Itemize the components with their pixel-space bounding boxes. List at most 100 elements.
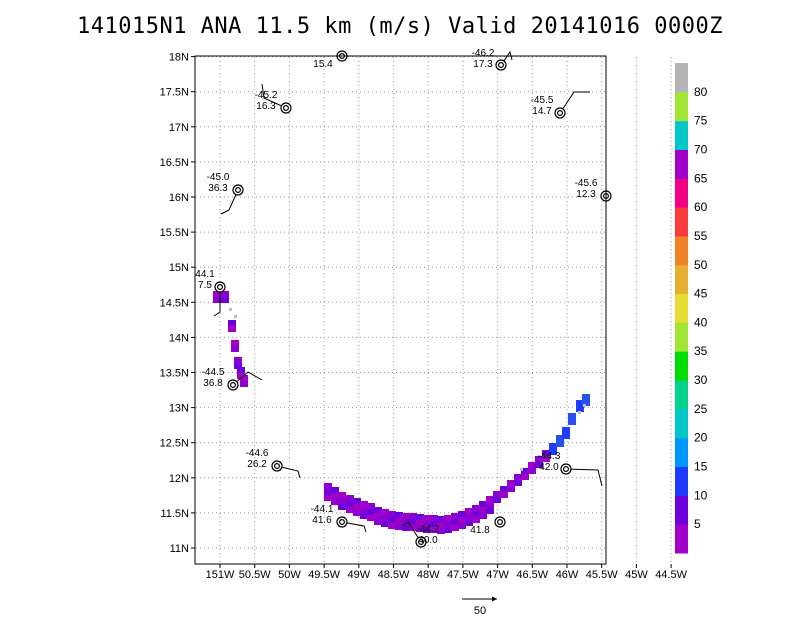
- swath-cell: [472, 505, 480, 511]
- swath-cell: [395, 512, 403, 518]
- station-marker-inner: [339, 518, 346, 525]
- station-marker-inner: [274, 463, 281, 470]
- colorbar-swatch: [675, 63, 688, 93]
- colorbar-label: 15: [694, 460, 708, 474]
- swath-cell: [576, 400, 584, 406]
- wind-barbs: [213, 50, 603, 543]
- colorbar-swatch: [675, 495, 688, 525]
- swath-cell: [409, 525, 417, 531]
- swath-cell: [228, 320, 236, 326]
- station-marker-inner: [498, 61, 505, 68]
- colorbar-swatch: [675, 91, 688, 122]
- swath-cell: [360, 501, 368, 507]
- swath-cell: [395, 518, 403, 524]
- station-label-top: -45.5: [531, 95, 554, 106]
- station-label-bottom: 26.2: [247, 459, 267, 470]
- station-label-bottom: 14.7: [532, 106, 552, 117]
- station-label-top: 44.1: [195, 269, 215, 280]
- wind-barb: [213, 287, 221, 317]
- station-marker-inner: [230, 382, 237, 389]
- y-tick-label: 11N: [170, 543, 189, 555]
- y-tick-label: 18N: [169, 52, 189, 64]
- y-tick-label: 14.5N: [160, 297, 189, 309]
- reference-vector-label: 50: [474, 605, 486, 617]
- stations: 15.4 -46.217.3 -45.216.3 -45.514.7 -45.036.3…: [195, 48, 612, 548]
- colorbar-label: 60: [694, 200, 708, 214]
- station-label-top: -44.1: [311, 504, 334, 515]
- wind-barb: [401, 521, 422, 543]
- swath-cell: [444, 515, 452, 521]
- swath-cell: [437, 516, 445, 522]
- colorbar-swatch: [675, 235, 688, 266]
- swath-cell: [451, 519, 459, 525]
- swath-cell: [338, 492, 346, 498]
- swath-cell: [231, 340, 239, 346]
- colorbar-label: 80: [694, 85, 708, 99]
- station-marker-inner: [283, 104, 290, 111]
- swath-fleck: [520, 468, 523, 471]
- swath-cell: [486, 502, 494, 508]
- x-axis: 151W 50.5W 50W 49.5W 49W 48.5W 48W 47.5W 47W 46.5…: [206, 564, 688, 581]
- swath-cell: [556, 441, 564, 447]
- station-label-bottom: 41.8: [470, 525, 490, 536]
- swath-cell: [213, 291, 221, 297]
- colorbar-label: 65: [694, 171, 708, 185]
- swath-cell: [437, 528, 445, 534]
- x-tick-label: 50.5W: [239, 569, 271, 581]
- swath-cell: [237, 367, 245, 373]
- swath-cell: [221, 297, 229, 303]
- colorbar-swatch: [675, 178, 688, 208]
- swath-cell: [542, 450, 550, 456]
- swath-cell: [402, 519, 410, 525]
- swath-cell: [360, 513, 368, 519]
- swath-cell: [535, 456, 543, 462]
- colorbar-label: 25: [694, 402, 708, 416]
- swath-cell: [381, 515, 389, 521]
- station-label-top: -46.2: [472, 48, 495, 59]
- swath-cell: [388, 517, 396, 523]
- station-label-bottom: 15.4: [313, 59, 333, 70]
- station-marker-inner: [418, 538, 425, 545]
- wind-barb: [559, 91, 590, 114]
- swath-cell: [346, 501, 354, 507]
- station-label-bottom: 42.0: [539, 462, 559, 473]
- swath-fleck: [234, 315, 237, 318]
- swath-cell: [430, 515, 438, 521]
- y-tick-label: 14N: [169, 332, 189, 344]
- swath-cell: [458, 511, 466, 517]
- swath-cell: [500, 492, 508, 498]
- y-tick-label: 11.5N: [160, 508, 189, 520]
- swath-cell: [416, 514, 424, 520]
- station-label-bottom: 40.0: [418, 535, 438, 546]
- swath-cell: [234, 357, 242, 363]
- swath-cell: [430, 521, 438, 527]
- colorbar-label: 40: [694, 315, 708, 329]
- swath-cell: [486, 508, 494, 514]
- swath-cell: [331, 493, 339, 499]
- swath-cell: [437, 522, 445, 528]
- station-label-bottom: 36.8: [203, 378, 223, 389]
- swath-cell: [381, 509, 389, 515]
- swath-cell: [367, 509, 375, 515]
- swath-cell: [568, 419, 576, 425]
- swath-cell: [231, 346, 239, 352]
- swath-cell: [451, 513, 459, 519]
- colorbar-swatch: [675, 466, 688, 496]
- swath-cell: [360, 507, 368, 513]
- y-tick-label: 12.5N: [160, 438, 189, 450]
- swath-cell: [465, 508, 473, 514]
- colorbar-label: 5: [694, 517, 701, 531]
- swath-cell: [234, 363, 242, 369]
- colorbar-swatch: [675, 380, 688, 410]
- y-tick-label: 12N: [169, 473, 189, 485]
- colorbar-swatch: [675, 264, 688, 295]
- swath-cell: [353, 510, 361, 516]
- swath-cell: [423, 527, 431, 533]
- swath-cell: [465, 520, 473, 526]
- swath-cell: [542, 456, 550, 462]
- colorbar-label: 50: [694, 258, 708, 272]
- swath-cell: [562, 433, 570, 439]
- swath-cell: [240, 375, 248, 381]
- swath-cell: [568, 413, 576, 419]
